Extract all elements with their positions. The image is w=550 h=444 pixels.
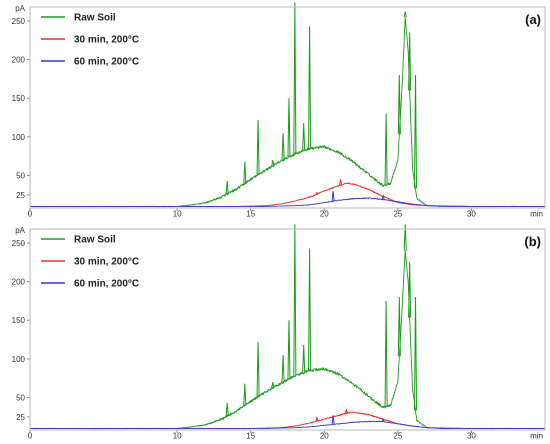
peak-mark bbox=[281, 354, 285, 383]
x-tick-label: 0 bbox=[28, 432, 33, 441]
plot-frame bbox=[29, 6, 546, 209]
legend-label: Raw Soil bbox=[74, 13, 116, 24]
y-tick-label: 25 bbox=[16, 413, 25, 422]
x-tick-label: 15 bbox=[246, 432, 255, 441]
peak-mark bbox=[384, 113, 388, 185]
x-tick-label: 10 bbox=[173, 432, 182, 441]
legend-label: 30 min, 200°C bbox=[74, 35, 139, 46]
legend-label: 60 min, 200°C bbox=[74, 279, 139, 290]
peak-mark bbox=[243, 383, 247, 406]
x-tick-label: 15 bbox=[246, 210, 255, 219]
peak-mark bbox=[308, 248, 312, 371]
y-tick-label: 25 bbox=[16, 191, 25, 200]
y-tick-label: 100 bbox=[12, 133, 26, 142]
x-tick-label: 20 bbox=[320, 210, 329, 219]
legend-label: Raw Soil bbox=[74, 235, 116, 246]
peak-mark bbox=[271, 159, 275, 166]
peak-mark bbox=[338, 179, 342, 186]
peak-mark bbox=[408, 32, 412, 91]
peak-mark bbox=[287, 320, 291, 379]
peak-mark bbox=[403, 224, 407, 251]
y-tick-label: 150 bbox=[12, 94, 26, 103]
y-tick-label: 150 bbox=[12, 316, 26, 325]
peak-mark bbox=[413, 75, 418, 189]
y-unit-label: pA bbox=[15, 226, 25, 235]
y-tick-label: 250 bbox=[12, 239, 26, 248]
peak-mark bbox=[302, 344, 306, 373]
x-tick-label: 30 bbox=[467, 432, 476, 441]
peak-mark bbox=[413, 297, 418, 411]
panel-label: (a) bbox=[525, 12, 541, 27]
y-tick-label: 250 bbox=[12, 17, 26, 26]
peak-mark bbox=[381, 417, 385, 422]
peak-mark bbox=[331, 415, 335, 425]
series-line-2 bbox=[29, 197, 546, 207]
x-tick-label: 20 bbox=[320, 432, 329, 441]
y-tick-label: 100 bbox=[12, 355, 26, 364]
peak-mark bbox=[243, 161, 247, 184]
peak-mark bbox=[293, 2, 297, 154]
y-unit-label: pA bbox=[15, 4, 25, 13]
legend-label: 30 min, 200°C bbox=[74, 257, 139, 268]
x-tick-label: 10 bbox=[173, 210, 182, 219]
x-tick-label: 25 bbox=[393, 432, 402, 441]
y-tick-label: 50 bbox=[16, 172, 25, 181]
x-tick-label: 25 bbox=[393, 210, 402, 219]
peak-mark bbox=[293, 224, 297, 376]
series-line-2 bbox=[29, 420, 546, 429]
peak-mark bbox=[344, 408, 348, 414]
peak-mark bbox=[281, 132, 285, 161]
peak-mark bbox=[315, 191, 319, 195]
peak-mark bbox=[271, 381, 275, 388]
peak-mark bbox=[331, 190, 335, 202]
peak-mark bbox=[403, 11, 407, 18]
peak-mark bbox=[381, 193, 385, 200]
peak-mark bbox=[397, 297, 401, 357]
peak-mark bbox=[225, 402, 229, 417]
y-tick-label: 200 bbox=[12, 56, 26, 65]
plot-border bbox=[29, 6, 546, 209]
chart-panel-b: 25 50 100 150 200 250 pA 0 10 15 20 25 30 min Raw Soil… bbox=[12, 224, 546, 441]
peak-mark bbox=[315, 415, 319, 422]
x-tick-label: 0 bbox=[28, 210, 33, 219]
peak-mark bbox=[308, 26, 312, 149]
peak-mark bbox=[256, 341, 260, 397]
peak-mark bbox=[225, 180, 229, 195]
plot-border bbox=[29, 228, 546, 431]
y-tick-label: 50 bbox=[16, 394, 25, 403]
x-unit-label: min bbox=[530, 210, 543, 219]
peak-mark bbox=[384, 300, 388, 407]
panel-label: (b) bbox=[524, 234, 541, 249]
chart-panel-a: 25 50 100 150 200 250 pA 0 10 15 20 25 30 min Raw Soil… bbox=[12, 2, 546, 219]
peak-mark bbox=[256, 119, 260, 175]
peak-mark bbox=[287, 98, 291, 157]
peak-mark bbox=[302, 122, 306, 151]
y-tick-label: 200 bbox=[12, 278, 26, 287]
peak-mark bbox=[397, 75, 401, 135]
peak-mark bbox=[408, 262, 412, 318]
x-tick-label: 30 bbox=[467, 210, 476, 219]
legend-label: 60 min, 200°C bbox=[74, 57, 139, 68]
x-unit-label: min bbox=[530, 432, 543, 441]
